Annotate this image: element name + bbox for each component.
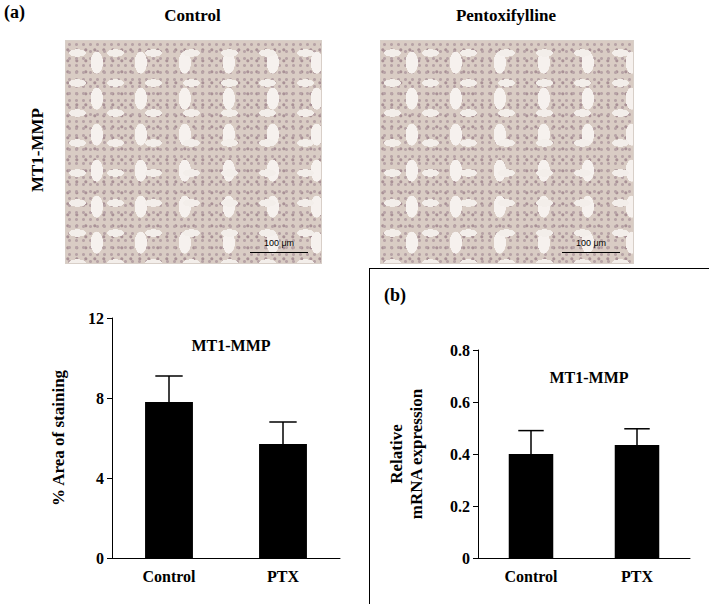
svg-text:PTX: PTX — [621, 568, 653, 585]
svg-text:0: 0 — [462, 550, 470, 567]
svg-text:PTX: PTX — [267, 568, 299, 585]
html-text:(a): (a) — [4, 2, 25, 22]
svg-text:0.6: 0.6 — [450, 394, 470, 411]
html-text:100 μm: 100 μm — [263, 238, 295, 248]
html-text:Control: Control — [164, 6, 221, 25]
svg-text:12: 12 — [88, 310, 104, 327]
svg-text:Control: Control — [504, 568, 558, 585]
html-text:100 μm: 100 μm — [575, 238, 607, 248]
svg-text:8: 8 — [96, 390, 104, 407]
svg-text:0: 0 — [96, 550, 104, 567]
svg-text:0.8: 0.8 — [450, 342, 470, 359]
svg-text:mRNA expression: mRNA expression — [407, 388, 426, 519]
svg-text:% Area of staining: % Area of staining — [49, 369, 68, 506]
svg-text:0.2: 0.2 — [450, 498, 470, 515]
svg-text:Relative: Relative — [387, 424, 406, 484]
svg-text:MT1-MMP: MT1-MMP — [549, 369, 628, 386]
svg-text:(b): (b) — [384, 285, 406, 306]
html-text:MT1-MMP: MT1-MMP — [28, 108, 47, 192]
html-text:Pentoxifylline: Pentoxifylline — [455, 6, 556, 25]
svg-text:Control: Control — [142, 568, 196, 585]
svg-text:0.4: 0.4 — [450, 446, 470, 463]
svg-text:4: 4 — [96, 470, 104, 487]
svg-text:MT1-MMP: MT1-MMP — [191, 337, 270, 354]
